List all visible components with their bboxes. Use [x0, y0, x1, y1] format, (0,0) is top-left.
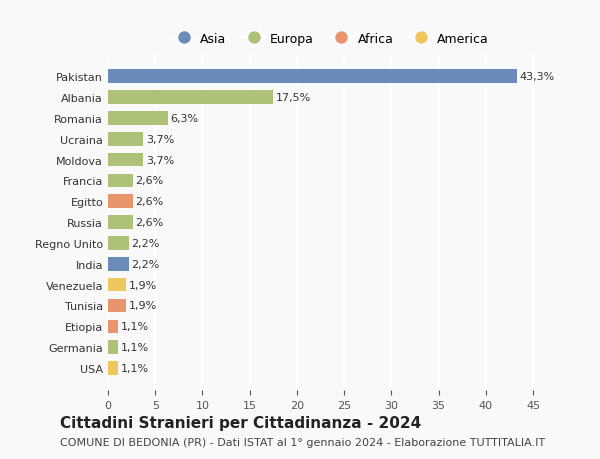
Text: 17,5%: 17,5%: [276, 93, 311, 103]
Text: 6,3%: 6,3%: [170, 114, 199, 123]
Bar: [108, 70, 517, 84]
Bar: [108, 153, 143, 167]
Text: 2,6%: 2,6%: [136, 218, 164, 228]
Bar: [108, 361, 118, 375]
Text: 1,1%: 1,1%: [121, 363, 149, 373]
Bar: [108, 299, 126, 313]
Bar: [108, 237, 129, 250]
Text: 3,7%: 3,7%: [146, 155, 174, 165]
Text: 2,2%: 2,2%: [131, 238, 160, 248]
Text: 1,9%: 1,9%: [129, 301, 157, 311]
Text: 2,2%: 2,2%: [131, 259, 160, 269]
Text: 2,6%: 2,6%: [136, 197, 164, 207]
Text: 3,7%: 3,7%: [146, 134, 174, 145]
Text: 1,1%: 1,1%: [121, 322, 149, 331]
Bar: [108, 174, 133, 188]
Bar: [108, 257, 129, 271]
Bar: [108, 216, 133, 230]
Text: 1,9%: 1,9%: [129, 280, 157, 290]
Bar: [108, 91, 274, 105]
Bar: [108, 341, 118, 354]
Bar: [108, 112, 167, 125]
Text: 2,6%: 2,6%: [136, 176, 164, 186]
Legend: Asia, Europa, Africa, America: Asia, Europa, Africa, America: [166, 28, 494, 51]
Bar: [108, 320, 118, 333]
Text: Cittadini Stranieri per Cittadinanza - 2024: Cittadini Stranieri per Cittadinanza - 2…: [60, 415, 421, 430]
Bar: [108, 278, 126, 292]
Text: 1,1%: 1,1%: [121, 342, 149, 353]
Bar: [108, 195, 133, 208]
Text: 43,3%: 43,3%: [520, 72, 555, 82]
Bar: [108, 133, 143, 146]
Text: COMUNE DI BEDONIA (PR) - Dati ISTAT al 1° gennaio 2024 - Elaborazione TUTTITALIA: COMUNE DI BEDONIA (PR) - Dati ISTAT al 1…: [60, 437, 545, 447]
